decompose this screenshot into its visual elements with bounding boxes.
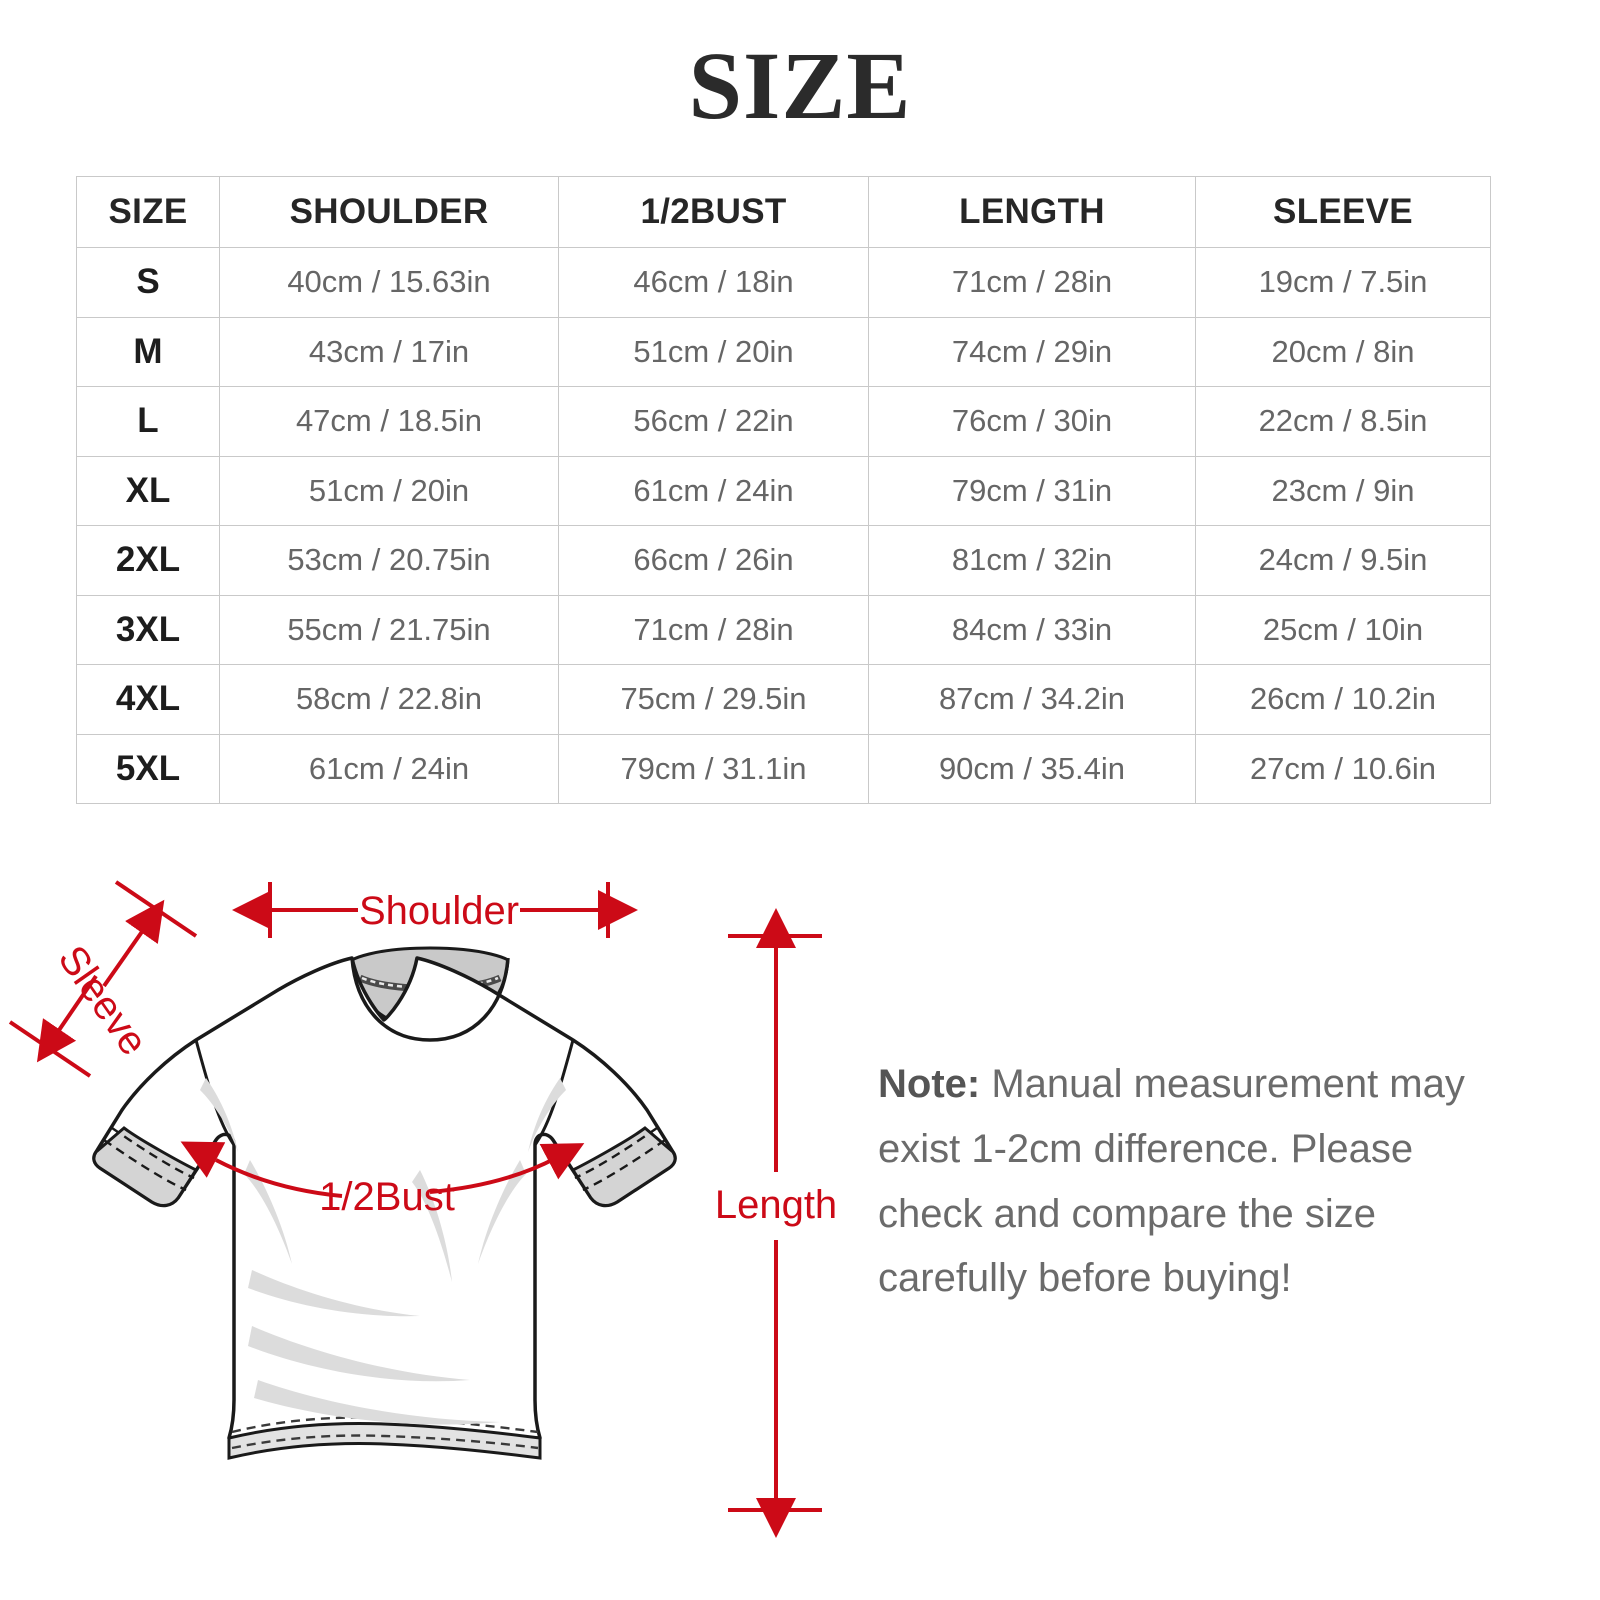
sleeve-label: Sleeve — [50, 938, 156, 1063]
sleeve-tick-bottom — [8, 1020, 92, 1078]
shirt-wrinkle-shading — [200, 1078, 566, 1425]
cell-shoulder: 47cm / 18.5in — [219, 386, 559, 457]
cell-length: 79cm / 31in — [868, 455, 1196, 526]
bust-measure-annotation: 1/2Bust — [180, 1141, 585, 1219]
bust-arrow-left — [180, 1141, 343, 1198]
cell-length: 74cm / 29in — [868, 316, 1196, 387]
left-cuff-stitch-inner — [111, 1127, 195, 1180]
bust-arrow-right — [429, 1143, 585, 1194]
cell-shoulder: 53cm / 20.75in — [219, 525, 559, 596]
note-label: Note: — [878, 1062, 981, 1106]
sleeve-arrow-up — [102, 899, 165, 988]
cell-sleeve: 27cm / 10.6in — [1195, 733, 1491, 804]
cell-bust: 71cm / 28in — [558, 594, 869, 665]
cell-length: 84cm / 33in — [868, 594, 1196, 665]
cell-sleeve: 22cm / 8.5in — [1195, 386, 1491, 457]
right-cuff-stitch-outer — [582, 1139, 666, 1192]
cell-shoulder: 40cm / 15.63in — [219, 247, 559, 318]
collar-stitch-dashes — [361, 976, 499, 989]
table-header-row: SIZE SHOULDER 1/2BUST LENGTH SLEEVE — [76, 176, 1491, 248]
cell-bust: 61cm / 24in — [558, 455, 869, 526]
tshirt-measurement-diagram: Shoulder Sleeve 1/2Bust Length — [0, 840, 860, 1580]
shirt-hem — [227, 1422, 542, 1460]
sleeve-arrow-down — [36, 974, 98, 1063]
table-row: 2XL 53cm / 20.75in 66cm / 26in 81cm / 32… — [76, 525, 1491, 596]
collar-outer-rim — [350, 957, 510, 1042]
cell-bust: 56cm / 22in — [558, 386, 869, 457]
sleeve-tick-top — [114, 880, 198, 938]
column-header-sleeve: SLEEVE — [1195, 176, 1491, 248]
left-cuff-stitch-outer — [103, 1139, 187, 1192]
tshirt-illustration — [92, 946, 677, 1460]
table-row: M 43cm / 17in 51cm / 20in 74cm / 29in 20… — [76, 316, 1491, 387]
cell-size: 2XL — [76, 525, 220, 596]
table-row: S 40cm / 15.63in 46cm / 18in 71cm / 28in… — [76, 247, 1491, 318]
hem-stitch-lower — [231, 1434, 539, 1450]
cell-length: 90cm / 35.4in — [868, 733, 1196, 804]
table-row: L 47cm / 18.5in 56cm / 22in 76cm / 30in … — [76, 386, 1491, 457]
note-text: Manual measurement may exist 1-2cm diffe… — [878, 1062, 1465, 1301]
right-cuff-stitch-inner — [574, 1127, 658, 1180]
cell-shoulder: 61cm / 24in — [219, 733, 559, 804]
length-measure-annotation: Length — [715, 908, 837, 1538]
cell-sleeve: 24cm / 9.5in — [1195, 525, 1491, 596]
cell-size: 5XL — [76, 733, 220, 804]
table-row: 5XL 61cm / 24in 79cm / 31.1in 90cm / 35.… — [76, 733, 1491, 804]
cell-sleeve: 23cm / 9in — [1195, 455, 1491, 526]
cell-sleeve: 25cm / 10in — [1195, 594, 1491, 665]
cell-bust: 79cm / 31.1in — [558, 733, 869, 804]
cell-size: XL — [76, 455, 220, 526]
cell-bust: 46cm / 18in — [558, 247, 869, 318]
length-label: Length — [715, 1183, 837, 1227]
cell-length: 87cm / 34.2in — [868, 664, 1196, 735]
cell-size: M — [76, 316, 220, 387]
cell-size: L — [76, 386, 220, 457]
bust-label: 1/2Bust — [319, 1175, 455, 1219]
cell-length: 76cm / 30in — [868, 386, 1196, 457]
sleeve-measure-annotation: Sleeve — [8, 880, 198, 1078]
cell-bust: 66cm / 26in — [558, 525, 869, 596]
cell-size: 4XL — [76, 664, 220, 735]
column-header-size: SIZE — [76, 176, 220, 248]
cell-length: 81cm / 32in — [868, 525, 1196, 596]
column-header-shoulder: SHOULDER — [219, 176, 559, 248]
cell-sleeve: 20cm / 8in — [1195, 316, 1491, 387]
cell-shoulder: 55cm / 21.75in — [219, 594, 559, 665]
cell-shoulder: 58cm / 22.8in — [219, 664, 559, 735]
cell-size: S — [76, 247, 220, 318]
page-title: SIZE — [688, 32, 912, 139]
cell-size: 3XL — [76, 594, 220, 665]
shoulder-measure-annotation: Shoulder — [232, 882, 638, 938]
table-row: XL 51cm / 20in 61cm / 24in 79cm / 31in 2… — [76, 455, 1491, 526]
measurement-note: Note: Manual measurement may exist 1-2cm… — [878, 1052, 1498, 1311]
cell-shoulder: 51cm / 20in — [219, 455, 559, 526]
cell-bust: 75cm / 29.5in — [558, 664, 869, 735]
cell-length: 71cm / 28in — [868, 247, 1196, 318]
table-row: 4XL 58cm / 22.8in 75cm / 29.5in 87cm / 3… — [76, 664, 1491, 735]
cell-bust: 51cm / 20in — [558, 316, 869, 387]
cell-shoulder: 43cm / 17in — [219, 316, 559, 387]
cell-sleeve: 19cm / 7.5in — [1195, 247, 1491, 318]
column-header-length: LENGTH — [868, 176, 1196, 248]
cell-sleeve: 26cm / 10.2in — [1195, 664, 1491, 735]
table-row: 3XL 55cm / 21.75in 71cm / 28in 84cm / 33… — [76, 594, 1491, 665]
shoulder-label: Shoulder — [359, 889, 519, 933]
column-header-bust: 1/2BUST — [558, 176, 869, 248]
size-chart-table: SIZE SHOULDER 1/2BUST LENGTH SLEEVE S 40… — [76, 176, 1491, 804]
